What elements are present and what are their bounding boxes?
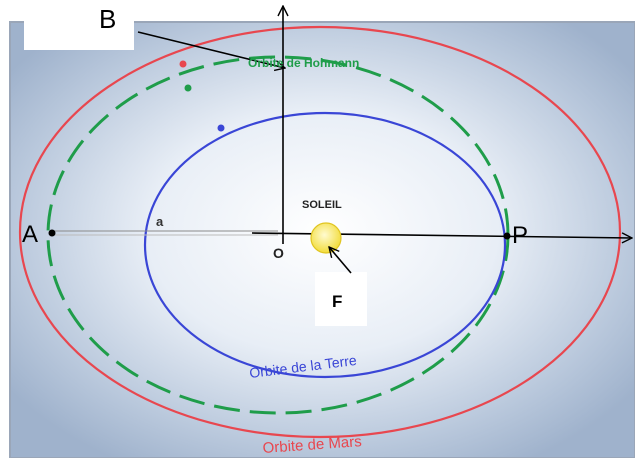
label-hohmann: Orbite de Hohmann [248,56,359,70]
label-mars-orbit: Orbite de Mars [262,433,362,457]
mars-orbit [18,25,622,439]
label-a-point: A [22,221,38,248]
earth-planet-dot [217,124,225,132]
f-arrow [329,247,352,274]
panel-frame [9,21,635,458]
label-f: F [332,292,342,311]
label-f-box [315,272,367,326]
label-a-semi-axis: a [156,214,164,229]
label-b-box [24,0,134,50]
point-p-dot [503,232,511,240]
mars-planet-dot [179,60,187,68]
spacecraft-dot [184,84,192,92]
sun [310,222,342,254]
point-a-dot [48,229,56,237]
label-p: P [512,222,528,249]
b-arrow [137,31,285,68]
earth-orbit [143,111,507,379]
label-b: B [99,4,116,34]
label-o: O [273,245,284,261]
label-soleil: SOLEIL [302,199,342,211]
